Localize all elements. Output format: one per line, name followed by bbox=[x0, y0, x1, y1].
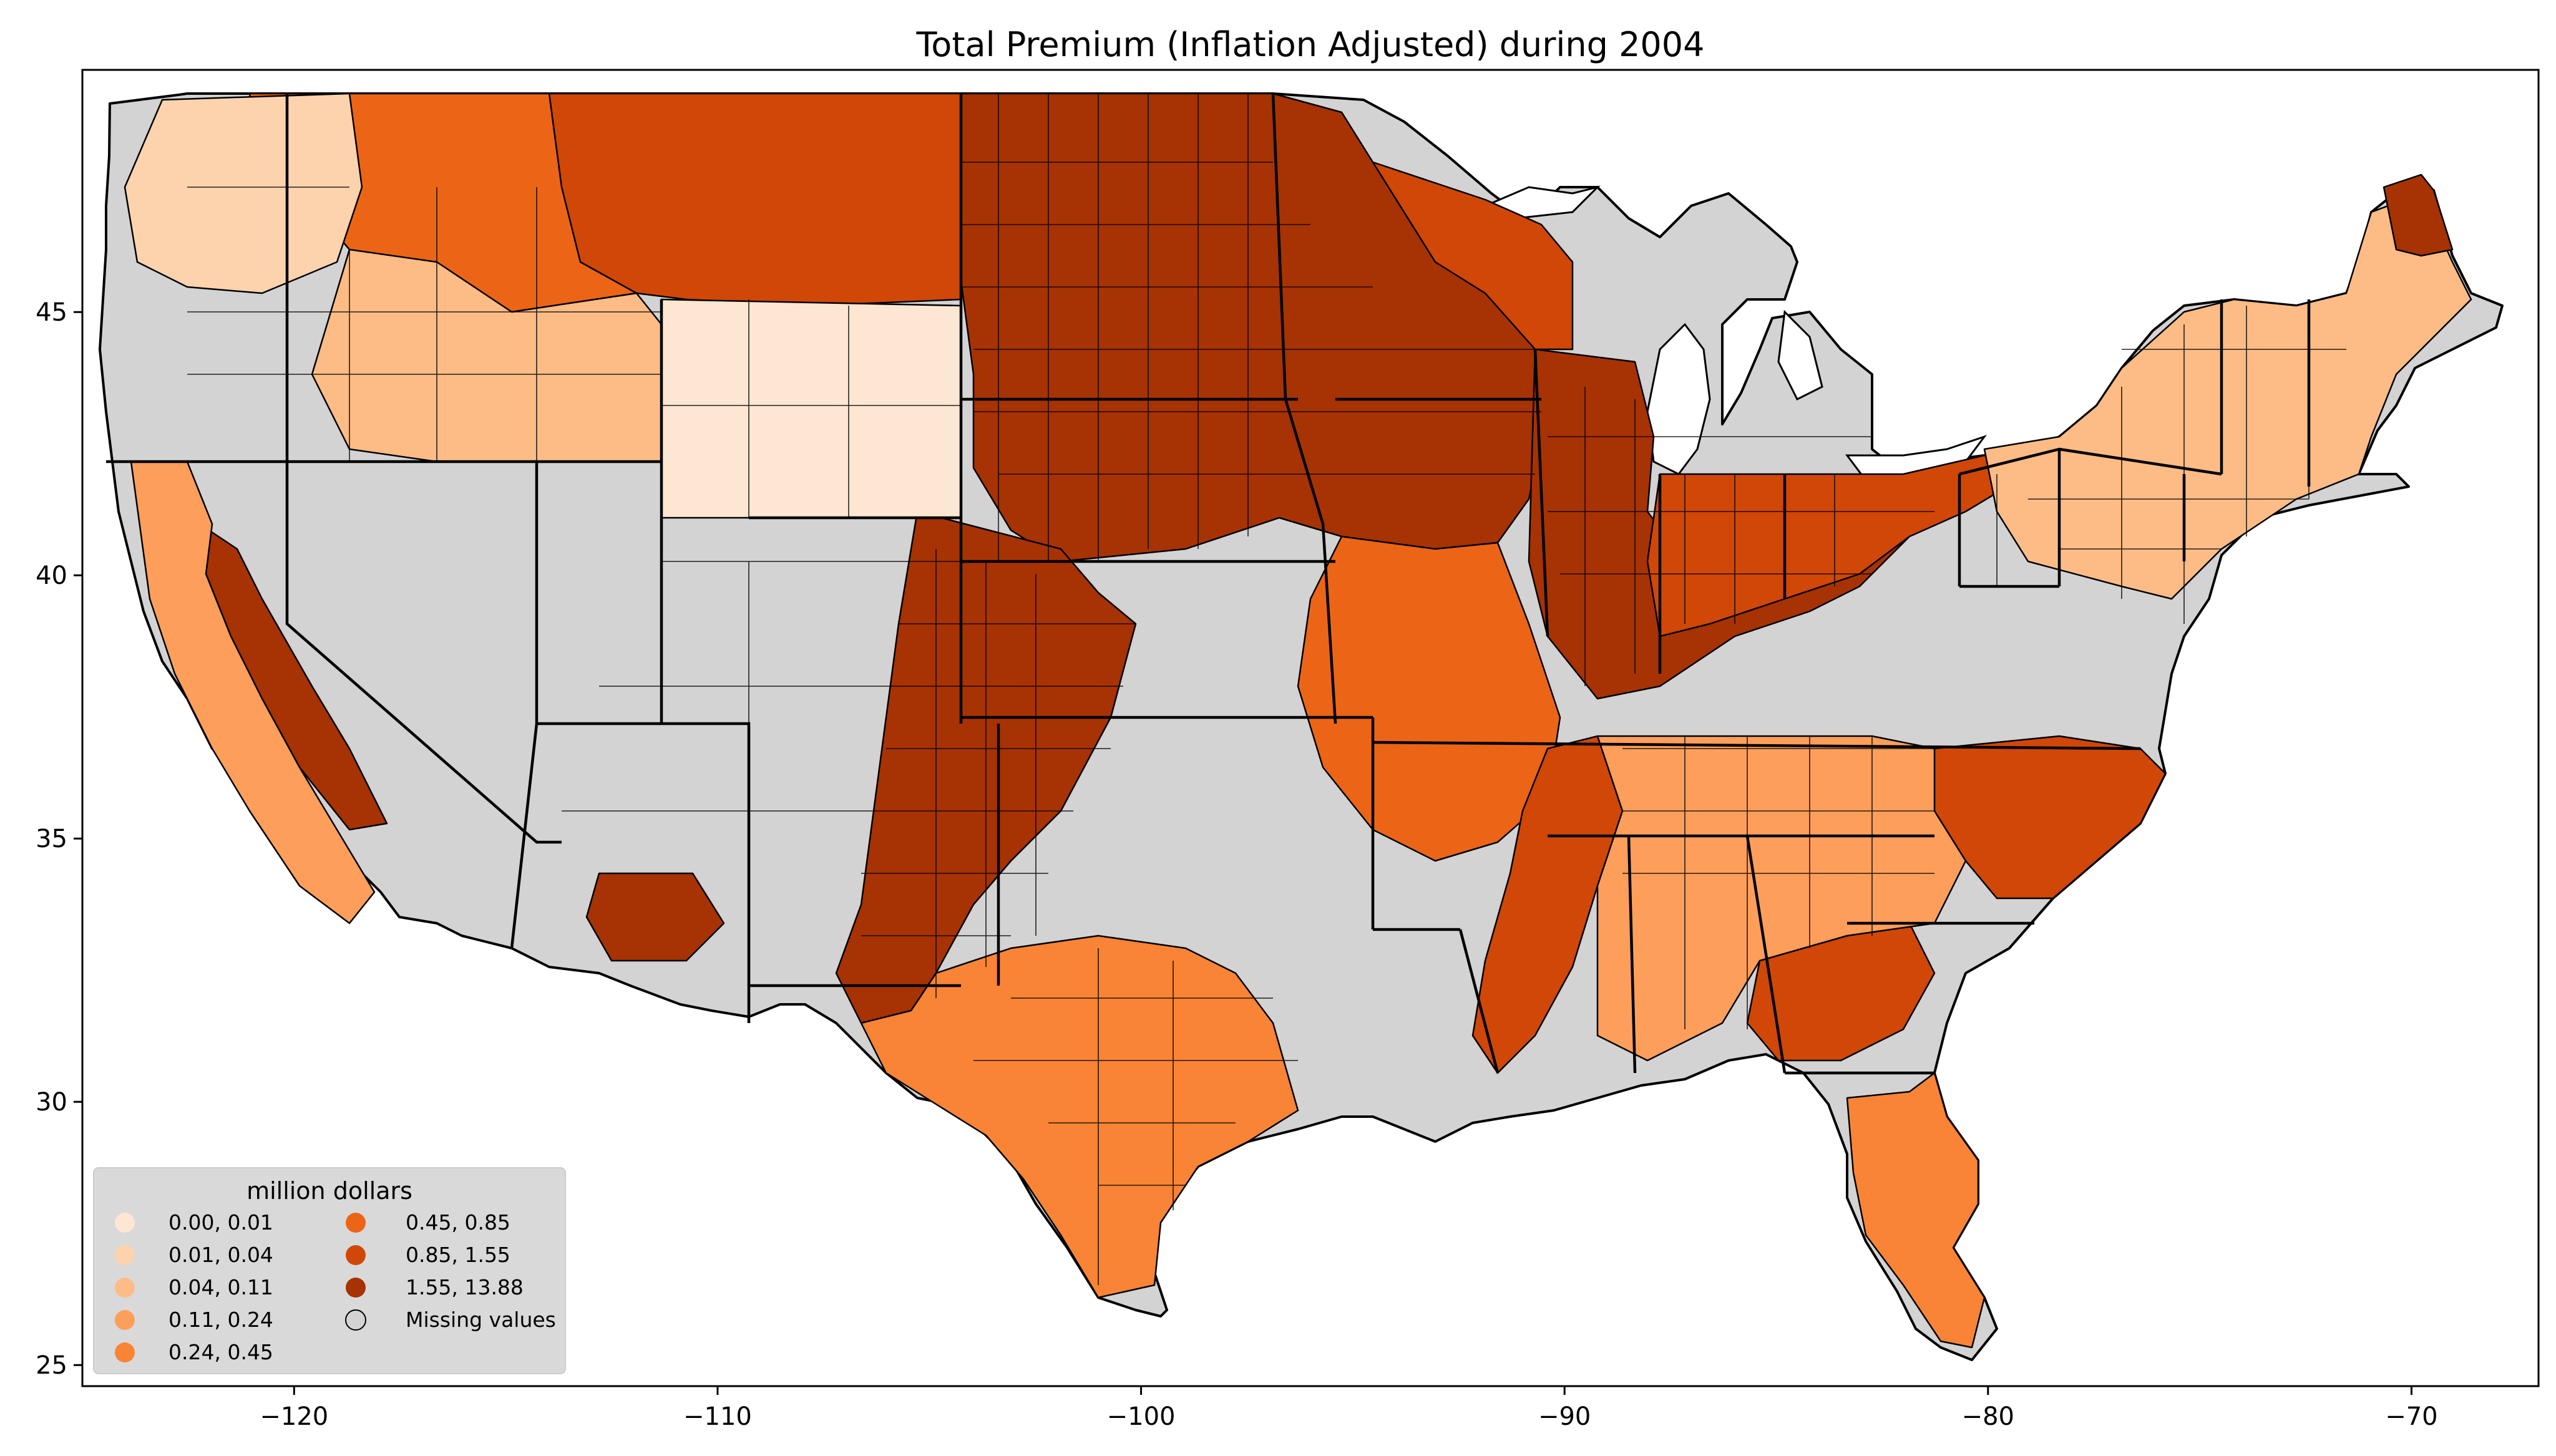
legend-swatch bbox=[115, 1278, 135, 1298]
legend-swatch bbox=[115, 1342, 135, 1362]
legend-label: Missing values bbox=[406, 1308, 556, 1332]
y-tick-label: 35 bbox=[36, 825, 67, 853]
region-northeast bbox=[1983, 192, 2472, 600]
region-california-coast bbox=[130, 460, 376, 925]
legend-swatch bbox=[115, 1310, 135, 1330]
legend-label: 0.00, 0.01 bbox=[168, 1210, 273, 1235]
x-tick-label: −100 bbox=[1107, 1402, 1176, 1431]
legend-label: 1.55, 13.88 bbox=[406, 1275, 524, 1299]
x-axis-ticks: −120 −110 −100 −90 −80 −70 bbox=[260, 1386, 2438, 1431]
great-lakes bbox=[1483, 185, 1988, 482]
x-tick-label: −110 bbox=[683, 1402, 752, 1431]
legend-box bbox=[93, 1167, 566, 1374]
region-arizona-south bbox=[585, 872, 725, 962]
legend-swatch bbox=[345, 1309, 366, 1331]
legend-label: 0.24, 0.45 bbox=[168, 1340, 273, 1364]
legend-label: 0.11, 0.24 bbox=[168, 1308, 273, 1332]
legend-swatch bbox=[115, 1213, 135, 1233]
y-axis-ticks: 25 30 35 40 45 bbox=[36, 298, 82, 1380]
x-tick-label: −80 bbox=[1962, 1402, 2014, 1431]
state-boundaries bbox=[106, 93, 2311, 1075]
choropleth-regions bbox=[124, 92, 2472, 1349]
region-montana-north bbox=[548, 92, 962, 307]
legend-label: 0.85, 1.55 bbox=[406, 1243, 510, 1267]
legend-swatch bbox=[346, 1278, 366, 1298]
legend-label: 0.45, 0.85 bbox=[406, 1210, 510, 1235]
region-florida bbox=[1846, 1072, 1986, 1349]
region-maine-north bbox=[2383, 173, 2454, 257]
y-tick-label: 40 bbox=[36, 561, 67, 590]
legend-title: million dollars bbox=[246, 1177, 412, 1205]
axes-frame bbox=[81, 69, 2540, 1387]
legend-label: 0.01, 0.04 bbox=[168, 1243, 273, 1267]
x-tick-label: −90 bbox=[1538, 1402, 1591, 1431]
region-southeast-mix bbox=[1596, 735, 1967, 1062]
region-northern-plains bbox=[960, 92, 1549, 563]
legend-label: 0.04, 0.11 bbox=[168, 1275, 273, 1299]
region-upper-midwest bbox=[1372, 161, 1574, 351]
legend-entries: 0.00, 0.01 0.01, 0.04 0.04, 0.11 0.11, 0.24… bbox=[115, 1210, 556, 1364]
region-wyoming-mix bbox=[660, 298, 962, 519]
legend: million dollars 0.00, 0.01 0.01, 0.04 0.04… bbox=[93, 1167, 566, 1374]
region-washington-east bbox=[124, 92, 363, 294]
y-tick-label: 30 bbox=[36, 1088, 67, 1117]
region-texas bbox=[860, 934, 1299, 1299]
legend-swatch bbox=[346, 1213, 366, 1233]
y-tick-label: 25 bbox=[36, 1351, 67, 1380]
region-ohio-valley bbox=[1646, 454, 2029, 638]
chart-title: Total Premium (Inflation Adjusted) durin… bbox=[916, 25, 1705, 64]
y-tick-label: 45 bbox=[36, 298, 67, 327]
map-area bbox=[99, 92, 2504, 1361]
legend-swatch bbox=[115, 1245, 135, 1265]
x-tick-label: −70 bbox=[2385, 1402, 2437, 1431]
legend-swatch bbox=[346, 1245, 366, 1265]
x-tick-label: −120 bbox=[260, 1402, 328, 1431]
region-plains-east-fringe bbox=[1297, 535, 1561, 862]
